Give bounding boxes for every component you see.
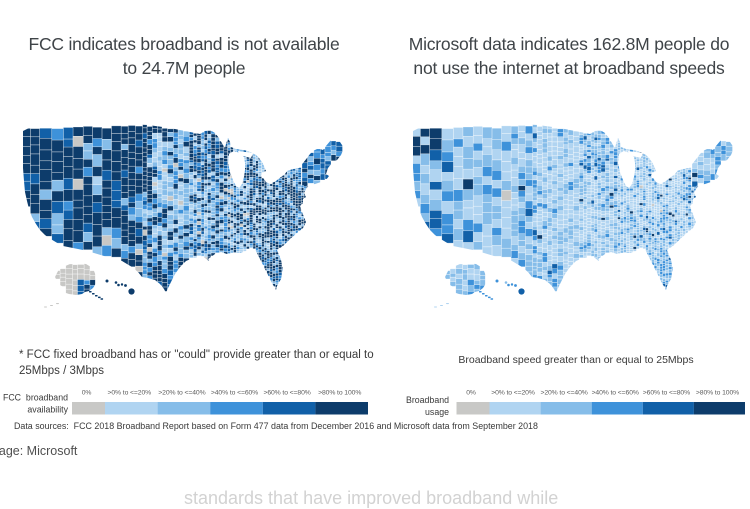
svg-text:>60% to <=80%: >60% to <=80%	[643, 390, 690, 397]
svg-text:>40% to <=60%: >40% to <=60%	[211, 390, 258, 397]
svg-text:>40% to <=60%: >40% to <=60%	[592, 390, 639, 397]
svg-text:>20% to <=40%: >20% to <=40%	[158, 390, 205, 397]
svg-text:usage: usage	[425, 407, 449, 417]
svg-text:0%: 0%	[466, 390, 476, 397]
svg-text:>0% to <=20%: >0% to <=20%	[491, 390, 535, 397]
svg-text:0%: 0%	[82, 390, 92, 397]
svg-text:>80% to 100%: >80% to 100%	[696, 390, 739, 397]
svg-text:FCC broadband: FCC broadband	[3, 393, 68, 403]
svg-text:>80% to 100%: >80% to 100%	[318, 390, 361, 397]
svg-text:>20% to <=40%: >20% to <=40%	[540, 390, 587, 397]
svg-text:Broadband: Broadband	[406, 395, 449, 405]
svg-text:>60% to <=80%: >60% to <=80%	[263, 390, 310, 397]
svg-text:>0% to <=20%: >0% to <=20%	[108, 390, 152, 397]
svg-text:availability: availability	[27, 405, 68, 415]
